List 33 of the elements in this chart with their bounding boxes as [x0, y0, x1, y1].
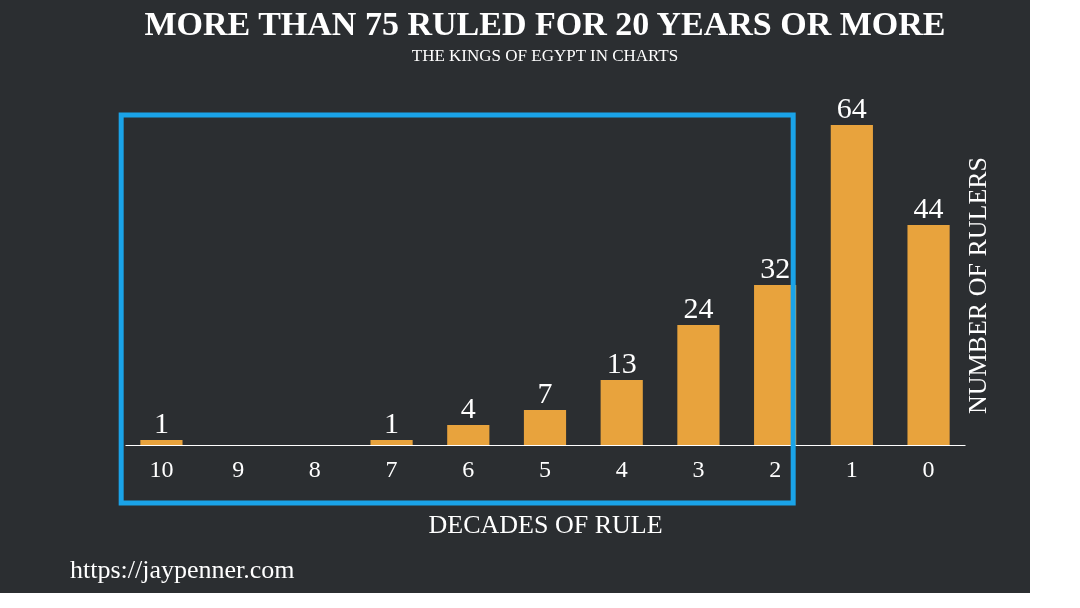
- bar: [370, 440, 413, 445]
- bar: [447, 425, 490, 445]
- x-tick-label: 8: [308, 455, 321, 482]
- chart-title: MORE THAN 75 RULED FOR 20 YEARS OR MORE: [144, 5, 946, 42]
- x-tick-label: 3: [692, 455, 705, 482]
- x-tick-label: 10: [149, 455, 174, 482]
- bar: [677, 325, 720, 445]
- data-label: 1: [384, 406, 400, 439]
- x-tick-label: 1: [845, 455, 858, 482]
- x-tick-label: 4: [615, 455, 628, 482]
- bar: [907, 225, 950, 445]
- y-axis-title: NUMBER OF RULERS: [962, 156, 992, 415]
- data-label: 24: [683, 291, 714, 324]
- data-label: 13: [606, 346, 637, 379]
- data-label: 4: [460, 391, 476, 424]
- data-label: 32: [760, 251, 791, 284]
- x-tick-label: 2: [769, 455, 782, 482]
- bar: [523, 410, 567, 445]
- bar: [830, 125, 873, 445]
- bar: [140, 440, 183, 445]
- x-axis-title: DECADES OF RULE: [428, 509, 663, 539]
- x-tick-label: 6: [462, 455, 475, 482]
- bar: [600, 380, 643, 445]
- x-tick-label: 5: [539, 455, 551, 482]
- x-tick-label: 9: [232, 455, 245, 482]
- text: https://jaypenner.com: [70, 555, 295, 584]
- x-tick-label: 0: [922, 455, 935, 482]
- x-tick-label: 7: [385, 455, 398, 482]
- chart-subtitle: THE KINGS OF EGYPT IN CHARTS: [411, 46, 679, 65]
- data-label: 64: [836, 91, 867, 124]
- data-label: 44: [913, 191, 944, 224]
- data-label: 1: [153, 406, 169, 439]
- data-label: 7: [537, 376, 553, 409]
